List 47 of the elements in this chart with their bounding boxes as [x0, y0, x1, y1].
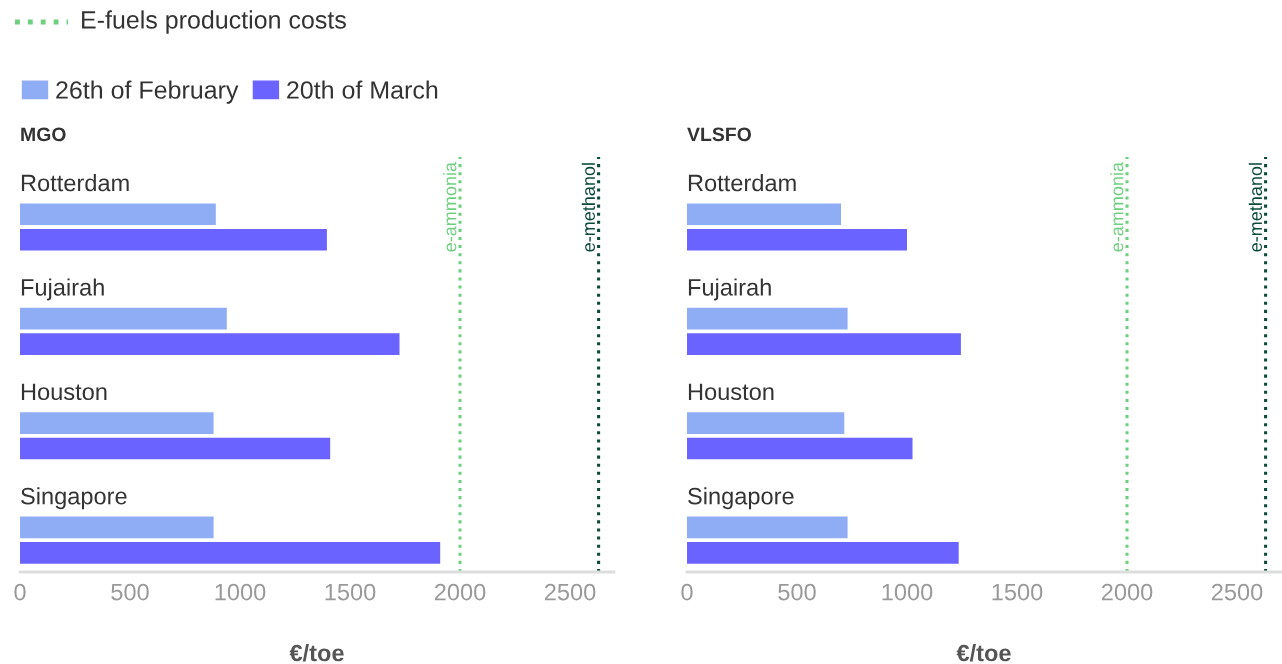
- x-tick-label: 1000: [882, 583, 933, 601]
- bar: [687, 307, 848, 330]
- x-tick-label: 2500: [544, 583, 596, 601]
- bar: [20, 412, 214, 434]
- x-tick-label: 500: [111, 583, 149, 601]
- x-axis-title: €/toe: [956, 644, 1011, 662]
- ref-line-label: e-ammonia: [1110, 162, 1124, 252]
- y-tick-label: Rotterdam: [21, 174, 129, 192]
- y-tick-label: Fujairah: [21, 278, 104, 301]
- bar: [687, 437, 913, 460]
- legend-label: 20th of March: [287, 80, 438, 99]
- bar: [20, 437, 331, 460]
- bar: [20, 542, 441, 564]
- chart-title: MGO: [21, 127, 66, 142]
- x-tick-label: 1500: [325, 583, 376, 601]
- y-tick-label: Fujairah: [688, 278, 771, 301]
- y-tick-label: Houston: [21, 383, 107, 401]
- bar: [687, 516, 848, 539]
- ref-line-label: e-ammonia: [443, 162, 457, 252]
- bar: [687, 203, 841, 226]
- x-tick-label: 2000: [1101, 583, 1153, 601]
- chart-title: VLSFO: [687, 127, 751, 142]
- ref-line-label: e-methanol: [581, 163, 596, 252]
- bar: [687, 542, 959, 564]
- x-tick-label: 1000: [215, 583, 266, 601]
- bar: [20, 203, 216, 226]
- text: E-fuels production costs: [82, 10, 346, 34]
- y-tick-label: Singapore: [688, 487, 794, 510]
- x-tick-label: 1500: [992, 583, 1043, 601]
- x-tick-label: 2500: [1211, 583, 1263, 601]
- y-tick-label: Singapore: [21, 487, 127, 510]
- ref-line-label: e-methanol: [1248, 163, 1263, 252]
- y-tick-label: Rotterdam: [688, 174, 796, 192]
- x-tick-label: 0: [14, 583, 26, 601]
- bar: [20, 333, 400, 355]
- bar: [687, 333, 961, 355]
- x-tick-label: 0: [681, 583, 693, 601]
- bar: [687, 228, 907, 251]
- bar: [20, 228, 327, 251]
- bar: [687, 412, 845, 434]
- bar: [20, 307, 227, 330]
- x-axis-title: €/toe: [289, 644, 344, 662]
- legend-label: 26th of February: [56, 80, 239, 104]
- bar: [20, 516, 214, 539]
- y-tick-label: Houston: [688, 383, 774, 401]
- x-tick-label: 2000: [434, 583, 486, 601]
- x-tick-label: 500: [778, 583, 816, 601]
